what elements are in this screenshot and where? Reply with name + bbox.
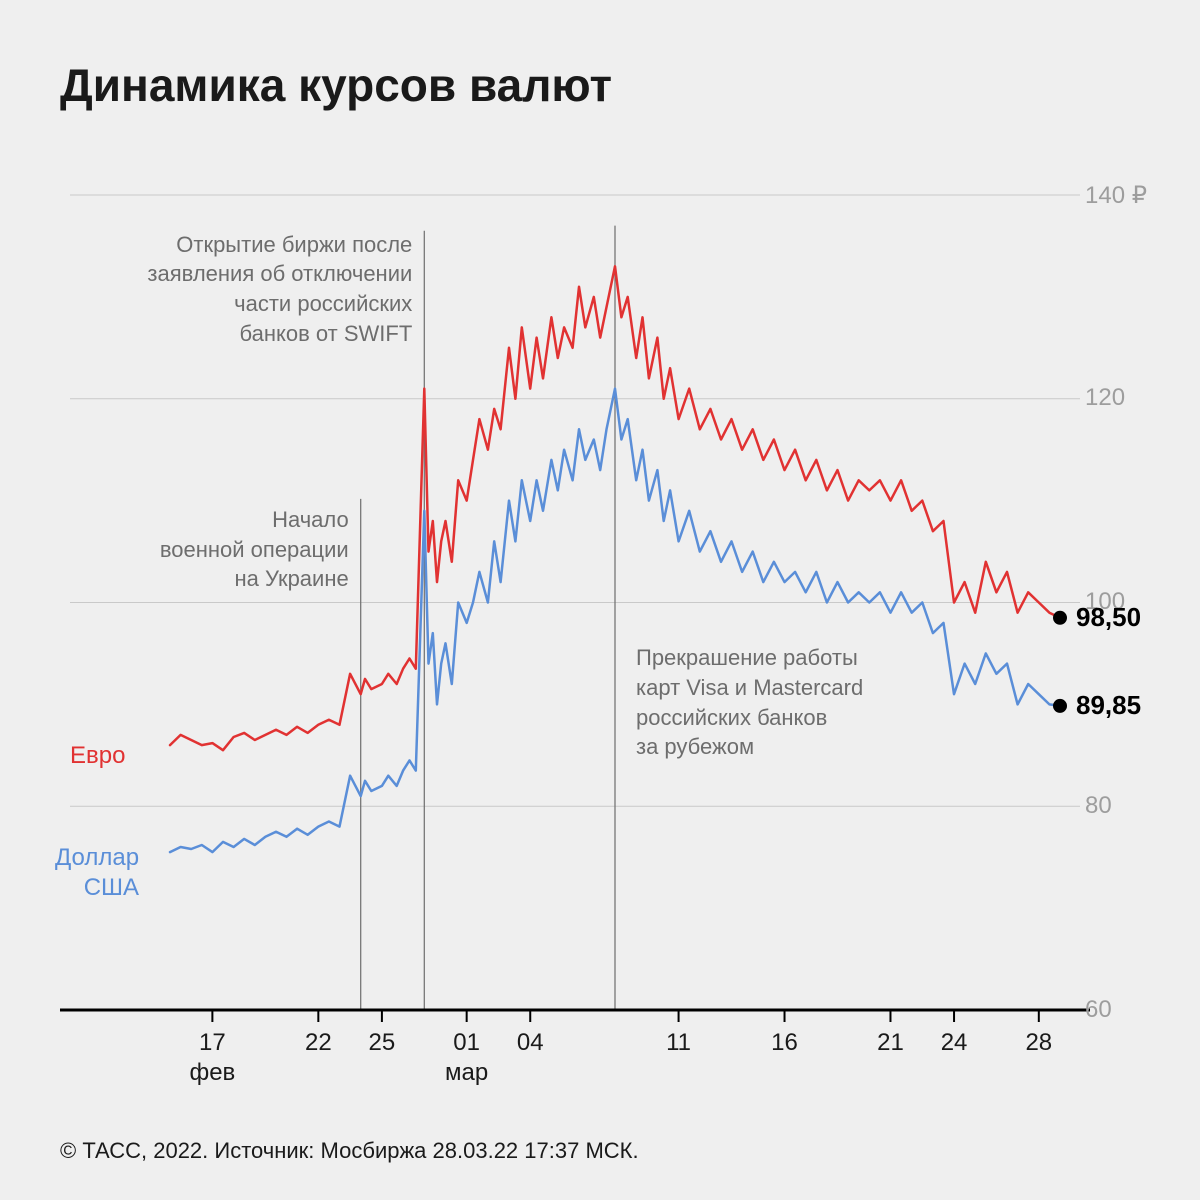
- page: Динамика курсов валют 17 фев222501 мар04…: [0, 0, 1200, 1200]
- x-tick-label: 04: [490, 1028, 570, 1058]
- y-tick-label: 120: [1085, 384, 1125, 412]
- x-tick-label: 24: [914, 1028, 994, 1058]
- chart-annotation: Начало военной операции на Украине: [160, 505, 349, 594]
- x-tick-label: 16: [745, 1028, 825, 1058]
- chart-svg: [0, 0, 1200, 1200]
- y-tick-label: 140 ₽: [1085, 181, 1147, 210]
- series-label: Евро: [70, 741, 125, 771]
- x-tick-label: 25: [342, 1028, 422, 1058]
- endpoint-value: 89,85: [1076, 690, 1141, 721]
- chart-annotation: Прекрашение работы карт Visa и Mastercar…: [636, 643, 863, 762]
- series-label: Доллар США: [55, 843, 139, 903]
- chart-annotation: Открытие биржи после заявления об отключ…: [147, 230, 412, 349]
- endpoint-value: 98,50: [1076, 602, 1141, 633]
- y-tick-label: 80: [1085, 792, 1112, 820]
- x-tick-label: 17 фев: [172, 1028, 252, 1088]
- x-tick-label: 28: [999, 1028, 1079, 1058]
- x-tick-label: 11: [639, 1028, 719, 1058]
- chart-footer: © ТАСС, 2022. Источник: Мосбиржа 28.03.2…: [60, 1138, 639, 1164]
- y-tick-label: 60: [1085, 996, 1112, 1024]
